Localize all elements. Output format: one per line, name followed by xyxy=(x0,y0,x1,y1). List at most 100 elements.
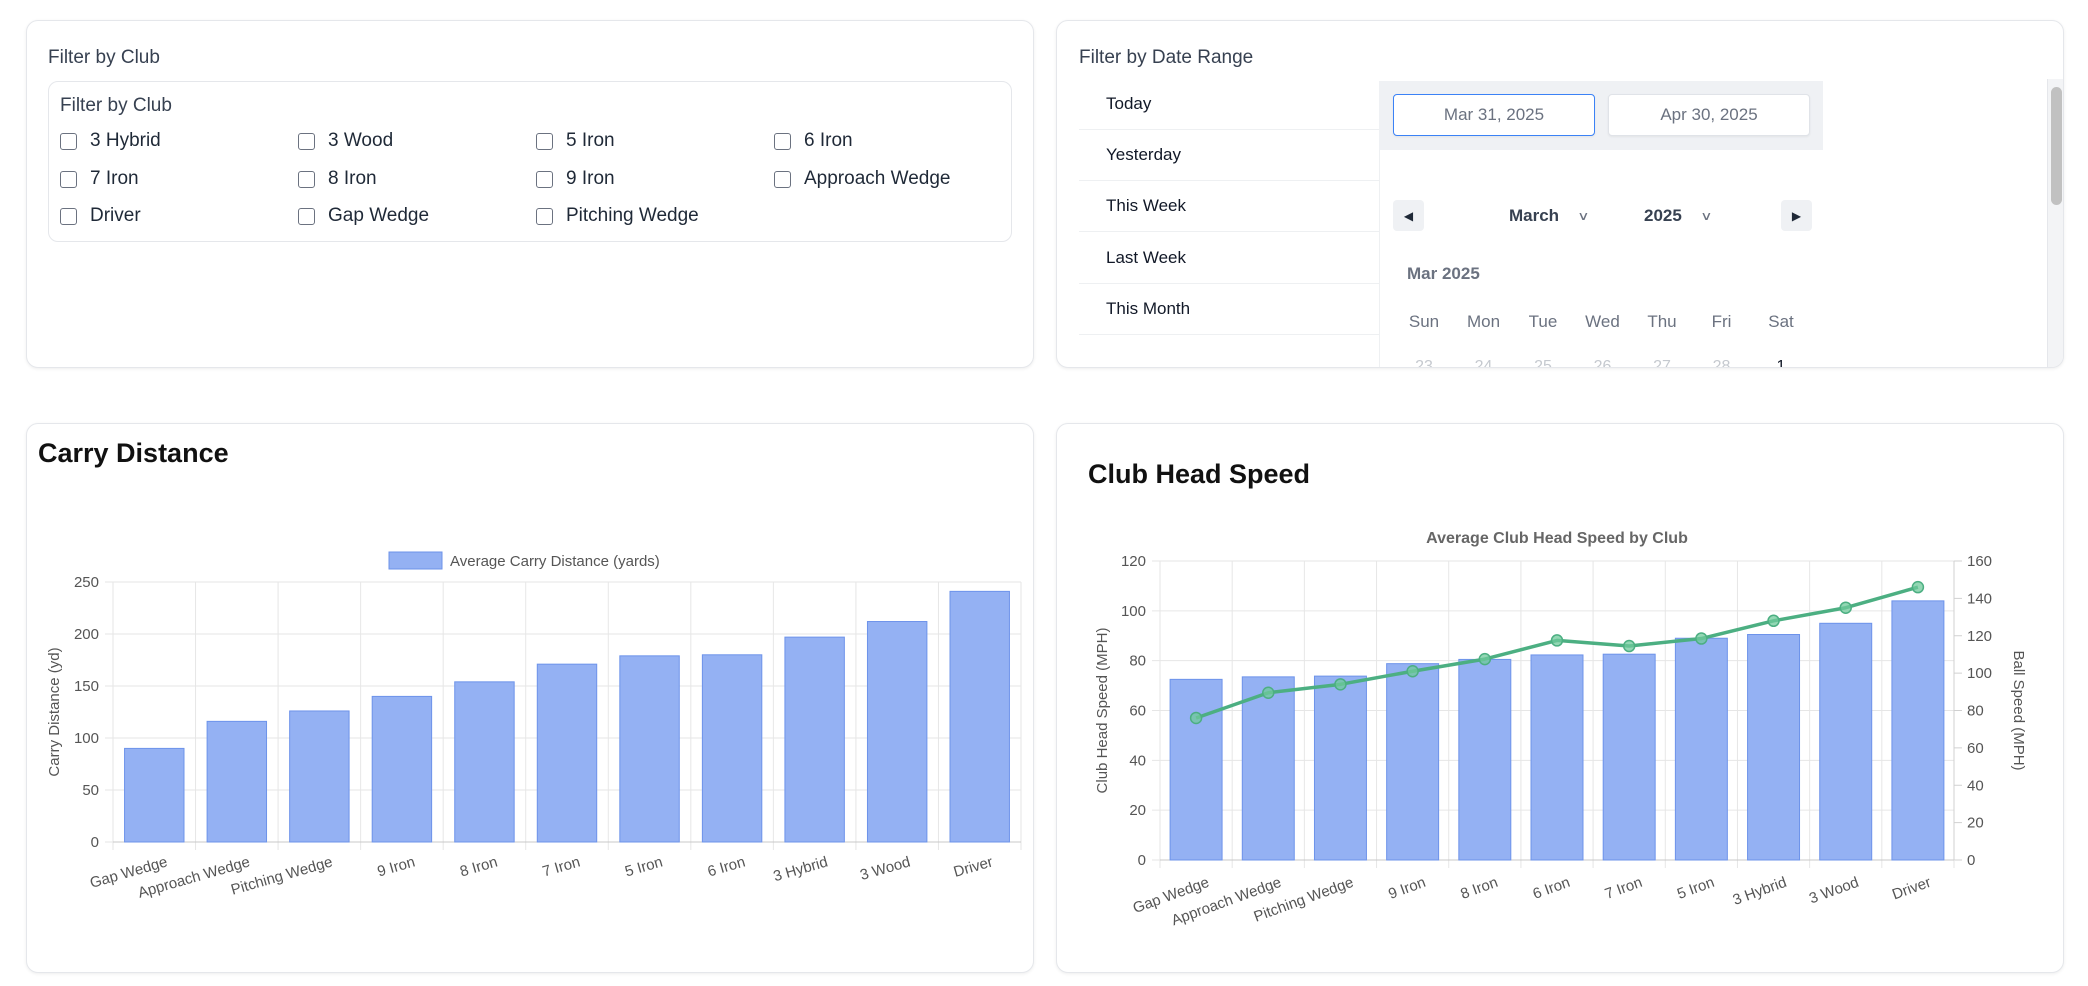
legend-label: Average Carry Distance (yards) xyxy=(450,553,660,570)
club-checkbox[interactable] xyxy=(536,132,553,150)
weekday-header: Sat xyxy=(1768,312,1794,331)
club-checkbox[interactable] xyxy=(60,170,77,188)
club-option[interactable]: 6 Iron xyxy=(774,130,853,152)
preset-last-week[interactable]: Last Week xyxy=(1079,233,1379,284)
bar xyxy=(371,695,433,843)
club-checkbox[interactable] xyxy=(774,132,791,150)
year-select-value: 2025 xyxy=(1644,206,1682,225)
club-option[interactable]: Driver xyxy=(60,205,141,227)
club-option[interactable]: 3 Wood xyxy=(298,130,393,152)
start-date-input[interactable]: Mar 31, 2025 xyxy=(1393,94,1595,136)
club-checkbox[interactable] xyxy=(298,170,315,188)
y-axis-label: Carry Distance (yd) xyxy=(46,647,63,776)
club-checkbox[interactable] xyxy=(60,207,77,225)
y-right-axis-label: Ball Speed (MPH) xyxy=(2010,650,2027,770)
preset-today[interactable]: Today xyxy=(1079,79,1379,130)
speed-chart-title: Club Head Speed xyxy=(1088,459,1311,489)
x-tick-label: 3 Hybrid xyxy=(1731,874,1789,909)
club-option[interactable]: Gap Wedge xyxy=(298,205,429,227)
bar xyxy=(1819,622,1873,861)
ball-speed-point xyxy=(1550,634,1564,647)
caret-left-icon: ◀ xyxy=(1403,208,1414,223)
club-checkbox[interactable] xyxy=(298,207,315,225)
club-checkbox[interactable] xyxy=(774,170,791,188)
weekday-header: Tue xyxy=(1528,312,1558,331)
club-option[interactable]: 8 Iron xyxy=(298,168,377,190)
club-group-title: Filter by Club xyxy=(60,95,172,116)
x-tick-label: 3 Wood xyxy=(858,854,912,885)
y-tick-label: 0 xyxy=(1138,852,1146,869)
club-option-label: 9 Iron xyxy=(566,168,615,189)
y-tick-label: 20 xyxy=(1129,802,1146,819)
club-option[interactable]: 7 Iron xyxy=(60,168,139,190)
calendar-day[interactable]: 27 xyxy=(1653,358,1671,368)
calendar: ◀ ▶ March ∨ 2025 ∨ Mar 2025 Sun Mon Tue Wed… xyxy=(1379,150,1824,368)
x-tick-label: 6 Iron xyxy=(1531,874,1573,903)
club-checkbox[interactable] xyxy=(536,170,553,188)
chevron-down-icon: ∨ xyxy=(1700,209,1713,223)
weekday-header: Thu xyxy=(1647,312,1677,331)
y-right-tick-label: 60 xyxy=(1967,740,1984,757)
chevron-down-icon: ∨ xyxy=(1577,209,1590,223)
x-tick-label: 9 Iron xyxy=(375,854,417,881)
x-tick-label: 7 Iron xyxy=(1603,874,1645,903)
calendar-day[interactable]: 28 xyxy=(1712,358,1731,368)
club-option[interactable]: Approach Wedge xyxy=(774,168,950,190)
club-head-speed-chart: Average Club Head Speed by Club 0 20 40 60 80… xyxy=(1094,530,2027,929)
club-option-label: Gap Wedge xyxy=(328,205,430,226)
month-select[interactable]: March ∨ xyxy=(1509,206,1590,226)
scrollbar-thumb[interactable] xyxy=(2051,87,2062,205)
calendar-day[interactable]: 24 xyxy=(1474,358,1493,368)
club-checkbox[interactable] xyxy=(60,132,77,150)
calendar-day[interactable]: 26 xyxy=(1593,358,1612,368)
club-checkbox[interactable] xyxy=(536,207,553,225)
x-tick-label: 9 Iron xyxy=(1386,874,1428,903)
ball-speed-point xyxy=(1911,580,1925,594)
year-select[interactable]: 2025 ∨ xyxy=(1644,206,1713,226)
y-tick-label: 100 xyxy=(1121,603,1146,620)
club-head-speed-card: Club Head Speed Average Club Head Speed … xyxy=(1056,423,2064,973)
y-right-tick-label: 120 xyxy=(1967,628,1992,645)
y-tick-label: 100 xyxy=(74,730,99,747)
y-right-tick-label: 40 xyxy=(1967,777,1984,794)
club-option[interactable]: 3 Hybrid xyxy=(60,130,161,152)
next-month-button[interactable]: ▶ xyxy=(1781,200,1812,231)
y-tick-label: 200 xyxy=(74,626,99,643)
club-option-label: Driver xyxy=(90,205,141,226)
weekday-header: Sun xyxy=(1408,312,1440,331)
carry-distance-card: Carry Distance Average Carry Distance (y… xyxy=(26,423,1034,973)
club-checkbox[interactable] xyxy=(298,132,315,150)
club-filter-heading: Filter by Club xyxy=(48,47,160,68)
y-right-tick-label: 100 xyxy=(1967,665,1992,682)
calendar-day[interactable]: 25 xyxy=(1534,358,1552,368)
bar xyxy=(454,681,515,843)
y-tick-label: 150 xyxy=(74,678,99,695)
calendar-month-label: Mar 2025 xyxy=(1407,264,1480,283)
club-option[interactable]: 5 Iron xyxy=(536,130,615,152)
ball-speed-point xyxy=(1406,665,1419,678)
chart-subtitle: Average Club Head Speed by Club xyxy=(1426,530,1688,547)
month-select-value: March xyxy=(1509,206,1560,225)
club-option[interactable]: 9 Iron xyxy=(536,168,615,190)
ball-speed-point xyxy=(1622,639,1636,653)
y-right-tick-label: 160 xyxy=(1967,553,1992,570)
bar xyxy=(1313,675,1367,861)
calendar-day[interactable]: 1 xyxy=(1776,358,1786,368)
preset-this-month[interactable]: This Month xyxy=(1079,284,1379,335)
bar xyxy=(866,621,928,843)
bar xyxy=(206,720,268,843)
calendar-day[interactable]: 23 xyxy=(1415,358,1433,368)
prev-month-button[interactable]: ◀ xyxy=(1393,200,1424,231)
bar xyxy=(784,636,845,843)
y-tick-label: 40 xyxy=(1129,752,1146,769)
preset-yesterday[interactable]: Yesterday xyxy=(1079,130,1379,181)
end-date-input[interactable]: Apr 30, 2025 xyxy=(1608,94,1810,136)
date-filter-card: Filter by Date Range Today Yesterday Thi… xyxy=(1056,20,2064,368)
y-tick-label: 250 xyxy=(74,574,99,591)
bar xyxy=(536,663,598,843)
y-right-tick-label: 80 xyxy=(1967,703,1984,720)
club-option[interactable]: Pitching Wedge xyxy=(536,205,699,227)
date-panel-scrollbar[interactable] xyxy=(2047,79,2063,367)
preset-this-week[interactable]: This Week xyxy=(1079,181,1379,232)
club-checkbox-group: Filter by Club 3 Hybrid 3 Wood 5 Iron 6 Iro… xyxy=(48,81,1012,242)
